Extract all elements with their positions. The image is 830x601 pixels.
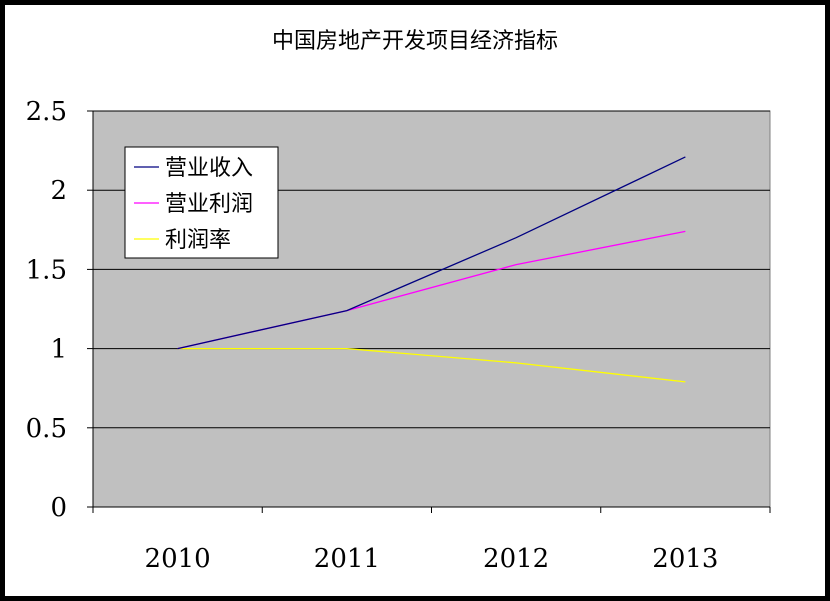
series-lines — [177, 156, 686, 383]
y-tick-label: 0.5 — [26, 414, 67, 444]
line-chart: 中国房地产开发项目经济指标 00.511.522.5 2010 2011 2012 2… — [26, 29, 771, 574]
y-tick-label: 1 — [50, 335, 67, 365]
series-line-1 — [177, 156, 686, 350]
x-axis-tick-labels: 2010 2011 2012 2013 — [145, 544, 719, 574]
legend-label: 营业利润 — [165, 192, 253, 217]
legend-label: 利润率 — [165, 228, 231, 253]
series-line-3 — [177, 347, 686, 383]
y-tick-label: 2 — [50, 176, 67, 206]
x-tick-label: 2011 — [314, 544, 380, 574]
chart-title: 中国房地产开发项目经济指标 — [272, 29, 558, 54]
x-tick-label: 2012 — [483, 544, 549, 574]
x-tick-label: 2013 — [652, 544, 718, 574]
y-tick-label: 1.5 — [26, 255, 67, 285]
chart-area: 中国房地产开发项目经济指标 0 0.5 1 1.5 2 2.5 2010 2011 2012 2… — [5, 5, 825, 596]
y-tick-label: 0 — [50, 493, 67, 523]
legend-label: 营业收入 — [165, 156, 253, 181]
axes — [87, 110, 771, 513]
x-tick-label: 2010 — [145, 544, 211, 574]
y-axis-tick-labels: 0 0.5 1 1.5 2 2.5 — [26, 97, 67, 523]
y-tick-label: 2.5 — [26, 97, 67, 127]
